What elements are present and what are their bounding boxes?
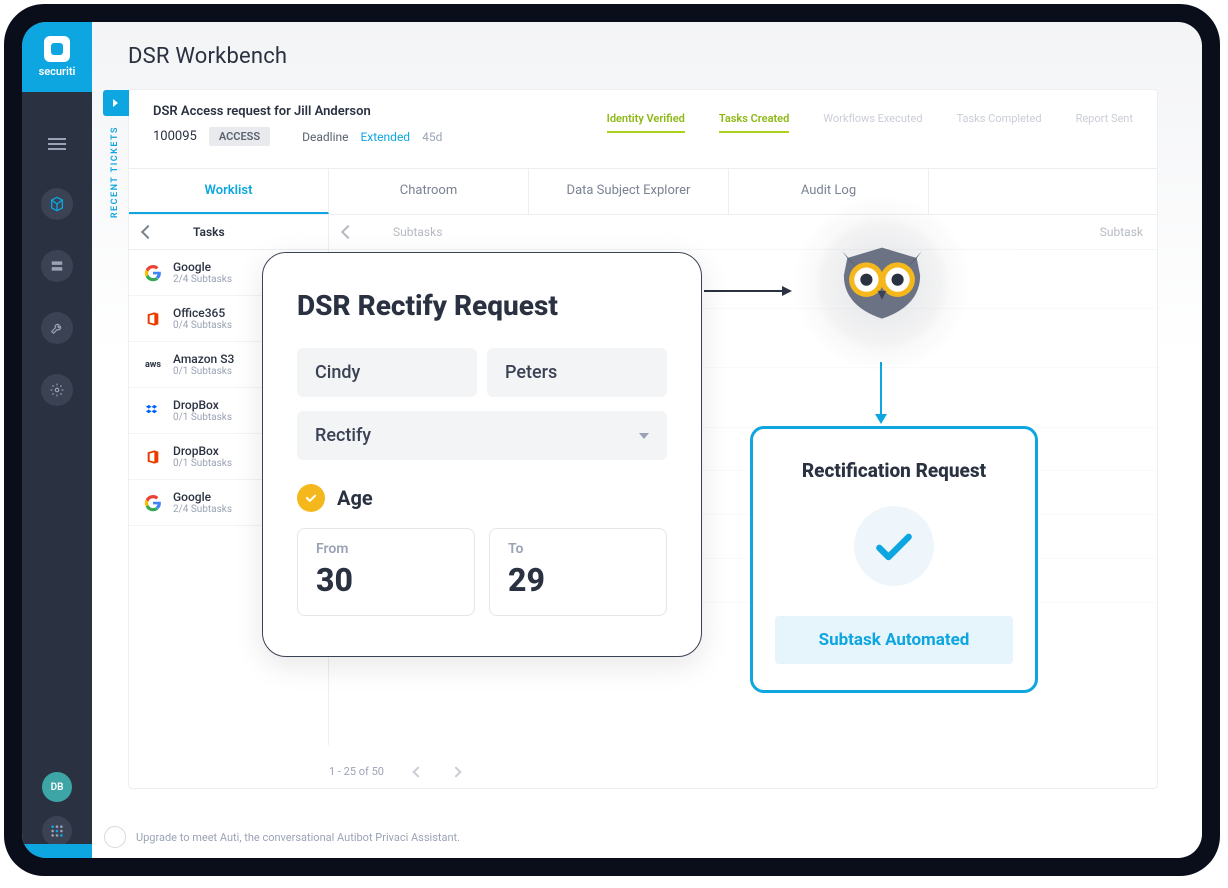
chevron-left-icon[interactable] [341, 225, 355, 239]
owl-icon [830, 232, 934, 336]
tab-chatroom[interactable]: Chatroom [329, 169, 529, 214]
modal-title: DSR Rectify Request [297, 289, 667, 322]
device-frame: securiti DB [4, 4, 1220, 876]
cube-icon[interactable] [41, 188, 73, 220]
task-subcount: 0/4 Subtasks [173, 320, 232, 331]
pager: 1 - 25 of 50 [329, 765, 460, 778]
task-subcount: 0/1 Subtasks [173, 458, 232, 469]
task-subcount: 0/1 Subtasks [173, 366, 234, 377]
task-name: DropBox [173, 444, 232, 458]
stage-workflows: Workflows Executed [823, 112, 922, 125]
attribute-label: Age [337, 486, 373, 510]
from-box[interactable]: From 30 [297, 528, 475, 616]
stage-tasks: Tasks Created [719, 112, 789, 125]
deadline-days: 45d [422, 130, 442, 144]
attribute-row: Age [297, 484, 667, 512]
modal-rectification-result: Rectification Request Subtask Automated [750, 426, 1038, 693]
stage-completed: Tasks Completed [957, 112, 1042, 125]
footer-message: Upgrade to meet Auti, the conversational… [104, 826, 460, 848]
chevron-left-icon[interactable] [141, 225, 155, 239]
gear-icon[interactable] [41, 374, 73, 406]
brand-logo[interactable]: securiti [22, 22, 92, 92]
tab-dse[interactable]: Data Subject Explorer [529, 169, 729, 214]
modal-rectify-request: DSR Rectify Request Cindy Peters Rectify… [262, 252, 702, 657]
logo-icon [44, 36, 70, 62]
action-value: Rectify [315, 425, 371, 446]
brand-name: securiti [39, 65, 76, 78]
pager-prev-icon[interactable] [412, 766, 423, 777]
check-badge-icon [297, 484, 325, 512]
request-id: 100095 [153, 129, 197, 144]
recent-tickets-label: RECENT TICKETS [110, 126, 120, 218]
page-title: DSR Workbench [128, 44, 1202, 69]
chevron-down-icon [639, 433, 649, 439]
arrow-down [880, 362, 882, 422]
google-icon [143, 263, 163, 283]
request-header: DSR Access request for Jill Anderson 100… [129, 90, 1157, 146]
subtasks-header-label: Subtasks [393, 225, 442, 239]
app-switcher-icon[interactable] [42, 816, 72, 846]
task-name: Google [173, 260, 232, 274]
footer-text: Upgrade to meet Auti, the conversational… [136, 831, 460, 844]
pager-next-icon[interactable] [450, 766, 461, 777]
aws-icon: aws [143, 355, 163, 375]
screen: securiti DB [22, 22, 1202, 858]
task-name: DropBox [173, 398, 232, 412]
tasks-column-header: Tasks [129, 215, 328, 250]
arrow-to-owl [704, 290, 804, 292]
sidebar: securiti DB [22, 22, 92, 858]
sidebar-accent-bar [22, 844, 92, 858]
task-subcount: 2/4 Subtasks [173, 504, 232, 515]
tab-bar: Worklist Chatroom Data Subject Explorer … [129, 168, 1157, 215]
to-label: To [508, 541, 648, 557]
to-box[interactable]: To 29 [489, 528, 667, 616]
stage-report: Report Sent [1076, 112, 1133, 125]
chat-bubble-icon[interactable] [104, 826, 126, 848]
task-name: Office365 [173, 306, 232, 320]
deadline-status: Extended [360, 130, 410, 144]
server-icon[interactable] [41, 250, 73, 282]
dropbox-icon [143, 401, 163, 421]
last-name-field[interactable]: Peters [487, 348, 667, 397]
result-title: Rectification Request [775, 459, 1013, 482]
task-subcount: 0/1 Subtasks [173, 412, 232, 423]
action-select[interactable]: Rectify [297, 411, 667, 460]
owl-illustration [792, 194, 972, 374]
automated-banner: Subtask Automated [775, 616, 1013, 664]
subtasks-header: Subtasks Subtask [329, 215, 1157, 250]
user-avatar[interactable]: DB [42, 772, 72, 802]
task-subcount: 2/4 Subtasks [173, 274, 232, 285]
pager-label: 1 - 25 of 50 [329, 765, 384, 778]
task-name: Amazon S3 [173, 352, 234, 366]
request-meta: 100095 ACCESS Deadline Extended 45d [153, 127, 1133, 146]
sidebar-bottom: DB [42, 772, 72, 846]
google-icon [143, 493, 163, 513]
chevron-right-icon [103, 90, 129, 116]
wrench-icon[interactable] [41, 312, 73, 344]
tasks-header-label: Tasks [193, 225, 225, 239]
recent-tickets-tab[interactable]: RECENT TICKETS [103, 90, 129, 218]
hamburger-icon[interactable] [48, 138, 66, 150]
tab-worklist[interactable]: Worklist [129, 169, 329, 214]
from-value: 30 [316, 561, 456, 599]
office-icon [143, 447, 163, 467]
deadline-label: Deadline [302, 130, 348, 144]
office-icon [143, 309, 163, 329]
subtask-col-right: Subtask [1100, 225, 1143, 239]
to-value: 29 [508, 561, 648, 599]
progress-stages: Identity Verified Tasks Created Workflow… [607, 112, 1133, 125]
task-name: Google [173, 490, 232, 504]
stage-identity: Identity Verified [607, 112, 685, 125]
request-type-badge: ACCESS [209, 127, 270, 146]
first-name-field[interactable]: Cindy [297, 348, 477, 397]
success-check-icon [854, 506, 934, 586]
sidebar-nav [41, 188, 73, 406]
from-label: From [316, 541, 456, 557]
